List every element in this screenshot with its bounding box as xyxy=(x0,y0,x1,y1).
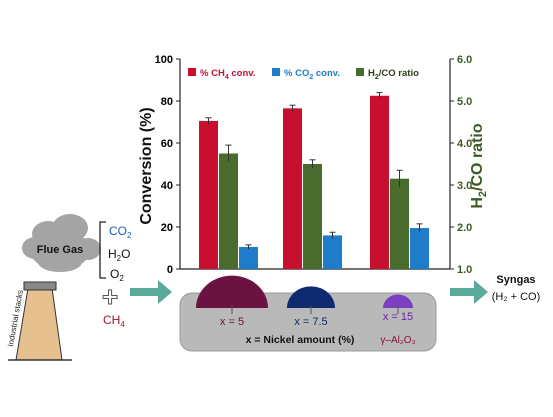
gas-h2o: H2O xyxy=(108,247,130,263)
chart-legend: % CH4 conv. % CO2 conv. H2/CO ratio xyxy=(188,68,419,81)
y-axis-title: Conversion (%) xyxy=(138,107,155,224)
catalyst-label-x7-5: x = 7.5 xyxy=(294,316,327,328)
bar-ratio-0 xyxy=(219,153,238,269)
chart-bars xyxy=(199,95,429,269)
outflow-arrow xyxy=(450,280,488,304)
y2-tick-label: 3.0 xyxy=(457,180,472,192)
syngas-formula: (H₂ + CO) xyxy=(492,291,541,303)
legend-label: % CH4 conv. xyxy=(200,68,255,81)
y2-tick-label: 4.0 xyxy=(457,138,472,150)
y-tick-label: 20 xyxy=(161,222,173,234)
y-tick-label: 40 xyxy=(161,180,173,192)
legend-swatch xyxy=(356,68,364,76)
flue-gas-bracket xyxy=(99,221,106,279)
catalyst-particle-x7-5 xyxy=(287,286,335,308)
bar-co2-2 xyxy=(410,228,429,269)
support-label: γ–Al₂O₃ xyxy=(380,335,415,346)
bar-ch4-2 xyxy=(370,95,389,269)
catalyst-label-x5: x = 5 xyxy=(220,316,244,328)
bar-ch4-0 xyxy=(199,120,218,269)
y-tick-label: 100 xyxy=(155,54,173,66)
y-tick-label: 80 xyxy=(161,96,173,108)
gas-co2: CO2 xyxy=(109,224,132,240)
flue-gas-cloud: Flue Gas xyxy=(22,214,101,272)
catalyst-label-x15: x = 15 xyxy=(383,311,413,323)
legend-label: H2/CO ratio xyxy=(368,68,419,81)
y-tick-label: 0 xyxy=(167,264,173,276)
catalyst-particle-x15 xyxy=(383,294,413,308)
chart-tick-labels: 0 20 40 60 80 100 1.0 2.0 3.0 4.0 5.0 6.0 xyxy=(155,54,473,276)
ch4-label: CH4 xyxy=(103,313,125,329)
catalyst-particle-x5 xyxy=(196,275,268,308)
chart-error-bars xyxy=(205,92,423,250)
legend-swatch xyxy=(272,68,280,76)
industrial-stack: Industrial stacks xyxy=(6,281,72,361)
gas-o2: O2 xyxy=(110,267,124,283)
legend-swatch xyxy=(188,68,196,76)
bar-ratio-2 xyxy=(390,178,409,269)
legend-label: % CO2 conv. xyxy=(284,68,340,81)
y2-tick-label: 6.0 xyxy=(457,54,472,66)
y2-tick-label: 2.0 xyxy=(457,222,472,234)
y-tick-label: 60 xyxy=(161,138,173,150)
bar-co2-0 xyxy=(239,246,258,269)
y2-axis-title: H2/CO ratio xyxy=(469,123,489,208)
bar-ch4-1 xyxy=(283,108,302,269)
y2-tick-label: 5.0 xyxy=(457,96,472,108)
y2-tick-label: 1.0 xyxy=(457,264,472,276)
plus-sign: + xyxy=(102,281,118,312)
conversion-chart: 0 20 40 60 80 100 1.0 2.0 3.0 4.0 5.0 6.0 % CH4 con… xyxy=(155,54,473,276)
catalyst-particles xyxy=(196,275,413,314)
bar-co2-1 xyxy=(323,235,342,269)
inflow-arrow xyxy=(130,280,172,304)
bar-ratio-1 xyxy=(303,164,322,269)
flue-gas-label: Flue Gas xyxy=(37,244,83,256)
nickel-amount-caption: x = Nickel amount (%) xyxy=(246,334,355,346)
syngas-label: Syngas xyxy=(496,274,535,286)
